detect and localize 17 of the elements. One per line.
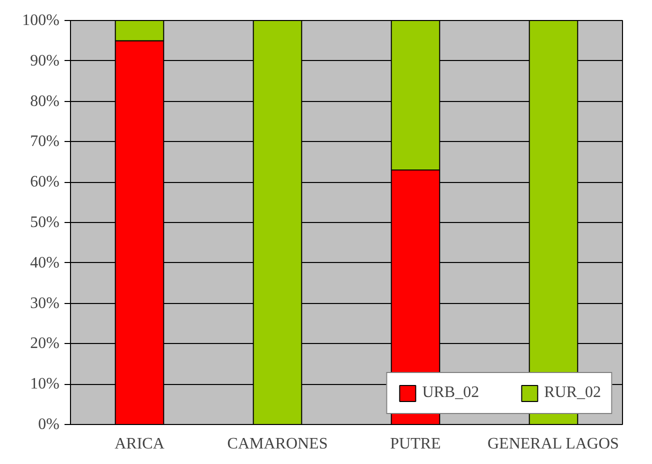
y-tick-label: 0% [38,416,60,433]
y-tick-label: 90% [30,52,60,70]
y-tick-label: 10% [30,376,60,393]
y-tick-label: 60% [30,174,60,191]
y-tick-label: 100% [22,12,60,29]
y-tick-label: 70% [30,133,60,150]
y-tick-label: 50% [30,214,60,231]
y-tick-label: 40% [30,254,60,272]
legend-label: RUR_02 [544,384,601,402]
y-tick-label: 30% [30,294,60,312]
y-tick-label: 80% [30,92,60,110]
x-tick-label: GENERAL LAGOS [488,436,619,452]
x-tick-label: ARICA [114,436,165,452]
y-tick-label: 20% [30,335,60,352]
x-tick-label: CAMARONES [227,436,328,452]
legend-label: URB_02 [422,384,480,402]
x-tick-label: PUTRE [390,436,441,452]
